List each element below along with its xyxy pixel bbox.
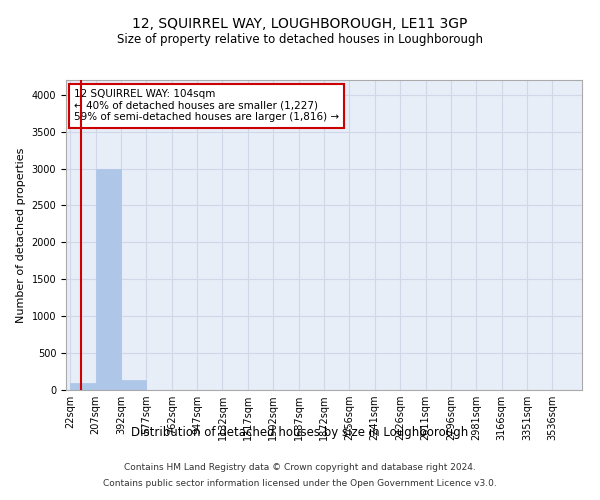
- Text: 12, SQUIRREL WAY, LOUGHBOROUGH, LE11 3GP: 12, SQUIRREL WAY, LOUGHBOROUGH, LE11 3GP: [133, 18, 467, 32]
- Text: 12 SQUIRREL WAY: 104sqm
← 40% of detached houses are smaller (1,227)
59% of semi: 12 SQUIRREL WAY: 104sqm ← 40% of detache…: [74, 90, 339, 122]
- Y-axis label: Number of detached properties: Number of detached properties: [16, 148, 26, 322]
- Text: Contains public sector information licensed under the Open Government Licence v3: Contains public sector information licen…: [103, 478, 497, 488]
- Text: Contains HM Land Registry data © Crown copyright and database right 2024.: Contains HM Land Registry data © Crown c…: [124, 464, 476, 472]
- Bar: [121, 380, 146, 390]
- Text: Distribution of detached houses by size in Loughborough: Distribution of detached houses by size …: [131, 426, 469, 439]
- Bar: [95, 168, 121, 390]
- Bar: [70, 382, 95, 390]
- Text: Size of property relative to detached houses in Loughborough: Size of property relative to detached ho…: [117, 32, 483, 46]
